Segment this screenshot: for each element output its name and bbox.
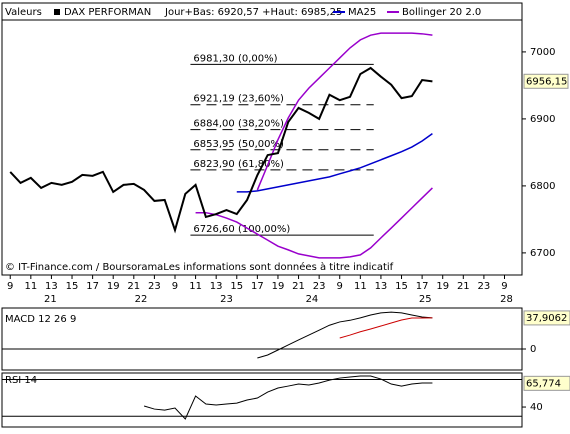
rsi-panel (1, 372, 523, 428)
day-label: 25 (419, 294, 432, 305)
y-tick-label: 6700 (530, 248, 555, 259)
x-tick-label: 15 (230, 281, 243, 292)
x-tick-label: 17 (86, 281, 99, 292)
x-tick-label: 9 (172, 281, 178, 292)
x-tick-label: 21 (127, 281, 140, 292)
x-tick-label: 21 (292, 281, 305, 292)
x-tick-label: 21 (457, 281, 470, 292)
y-tick-label: 6800 (530, 181, 555, 192)
bollinger-upper (256, 32, 433, 191)
ma25 (236, 133, 433, 193)
rsi-title: RSI 14 (5, 375, 37, 386)
price-panel (1, 2, 523, 276)
macd-title: MACD 12 26 9 (5, 314, 76, 325)
day-label: 24 (306, 294, 319, 305)
x-tick-label: 23 (148, 281, 161, 292)
x-tick-label: 9 (7, 281, 13, 292)
day-label: 23 (220, 294, 233, 305)
x-tick-label: 11 (24, 281, 37, 292)
x-tick-label: 13 (375, 281, 388, 292)
last-value-box (523, 310, 570, 326)
x-tick-label: 11 (354, 281, 367, 292)
y-tick-label: 0 (530, 344, 536, 355)
last-price: 6956,15 (526, 76, 567, 87)
x-tick-label: 23 (313, 281, 326, 292)
x-tick-label: 17 (416, 281, 429, 292)
indicator-line (257, 311, 433, 359)
indicator-line (143, 375, 433, 420)
footer-note: © IT-Finance.com / BoursoramaLes informa… (5, 261, 394, 273)
day-label: 28 (500, 294, 513, 305)
x-tick-label: 15 (66, 281, 79, 292)
indicator-line (339, 317, 433, 339)
price-line (9, 66, 433, 234)
legend-label: MA25 (348, 7, 376, 18)
x-tick-label: 15 (395, 281, 408, 292)
fib-label: 6884,00 (38,20%) (193, 119, 284, 130)
bollinger-lower (195, 187, 433, 259)
x-tick-label: 19 (272, 281, 285, 292)
last-price-box (523, 73, 569, 89)
market-label: Valeurs (5, 7, 42, 18)
x-tick-label: 13 (210, 281, 223, 292)
y-tick-label: 7000 (530, 47, 555, 58)
x-tick-label: 19 (107, 281, 120, 292)
last-value: 65,774 (526, 378, 561, 389)
fib-label: 6853,95 (50,00%) (193, 139, 284, 150)
y-tick-label: 40 (530, 402, 543, 413)
macd-panel (1, 307, 523, 371)
y-tick-label: 6900 (530, 114, 555, 125)
day-label: 21 (44, 294, 57, 305)
last-value-box (523, 375, 570, 391)
fib-label: 6823,90 (61,80%) (193, 159, 284, 170)
fib-label: 6981,30 (0,00%) (193, 53, 277, 64)
instrument-name: DAX PERFORMAN (64, 7, 151, 18)
last-value: 37,9062 (526, 313, 567, 324)
fib-label: 6726,60 (100,00%) (193, 224, 290, 235)
x-tick-label: 23 (478, 281, 491, 292)
legend-label: Bollinger 20 2.0 (402, 7, 481, 18)
day-label: 22 (135, 294, 148, 305)
x-tick-label: 19 (436, 281, 449, 292)
x-tick-label: 17 (251, 281, 264, 292)
x-tick-label: 13 (45, 281, 58, 292)
day-range: Jour+Bas: 6920,57 +Haut: 6985,25 (164, 7, 342, 18)
fib-label: 6921,19 (23,60%) (193, 94, 284, 105)
x-tick-label: 11 (189, 281, 202, 292)
x-tick-label: 9 (501, 281, 507, 292)
series-swatch (54, 9, 60, 15)
x-tick-label: 9 (337, 281, 343, 292)
